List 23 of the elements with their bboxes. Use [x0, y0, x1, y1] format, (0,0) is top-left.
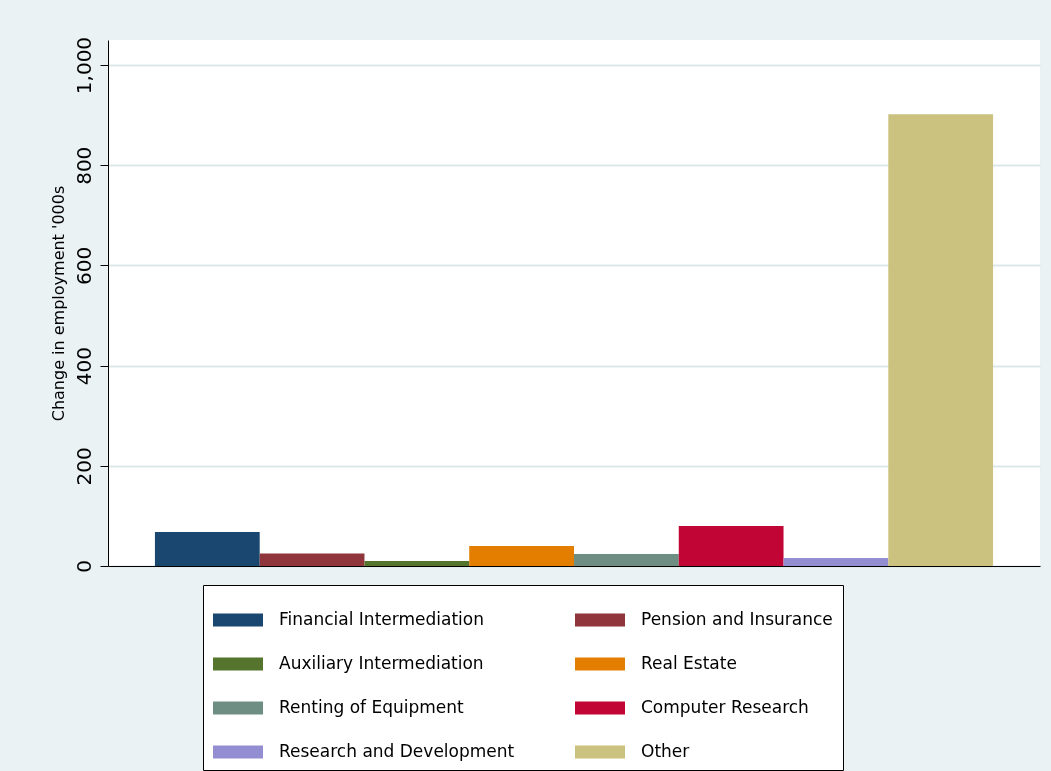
y-tick-label: 400 [71, 347, 96, 386]
y-tick-label: 200 [71, 447, 96, 486]
y-tick-label: 800 [71, 146, 96, 185]
legend-label: Financial Intermediation [279, 609, 484, 629]
bar [154, 531, 260, 566]
y-tick-label: 600 [71, 246, 96, 286]
bar [574, 553, 679, 566]
legend-label: Auxiliary Intermediation [279, 653, 484, 673]
bar [783, 557, 889, 566]
bar [678, 525, 784, 566]
y-tick-label: 0 [71, 560, 96, 573]
bar [364, 560, 470, 566]
y-axis-title: Change in employment '000s [48, 185, 68, 422]
y-tick-label: 1,000 [71, 36, 96, 95]
legend-label: Research and Development [279, 741, 515, 761]
bar [259, 553, 365, 566]
legend-label: Other [641, 741, 690, 761]
legend-label: Renting of Equipment [279, 697, 465, 717]
legend-label: Pension and Insurance [641, 609, 833, 629]
bar [888, 114, 994, 566]
legend-label: Computer Research [641, 697, 809, 717]
bar [469, 545, 574, 566]
legend-label: Real Estate [641, 653, 737, 673]
